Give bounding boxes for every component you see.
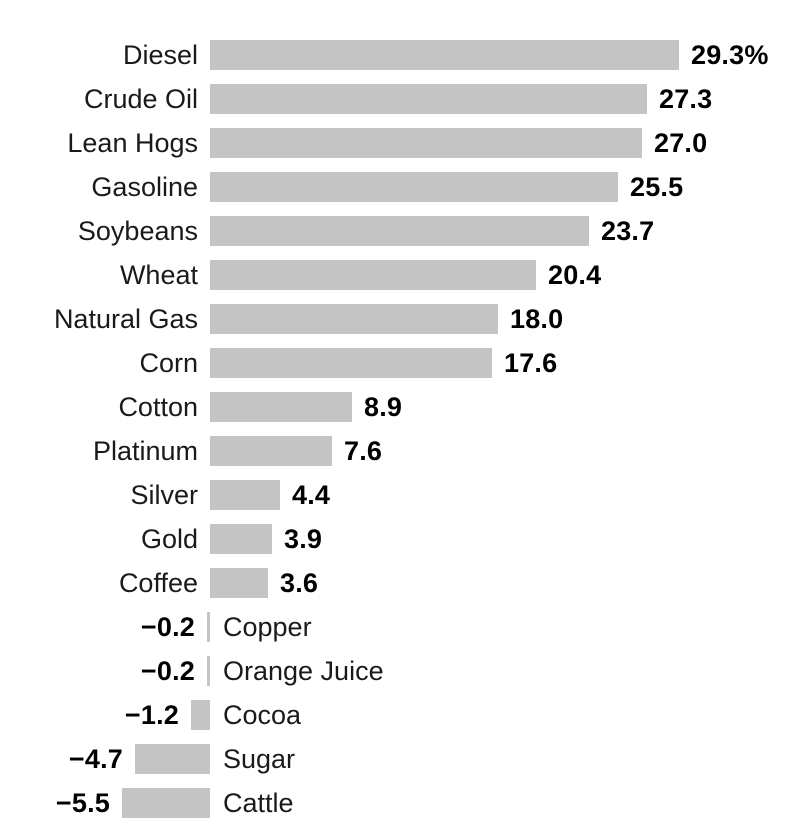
bar-sugar [135,744,210,774]
category-label-coffee: Coffee [118,568,198,598]
value-label-natural-gas: 18.0 [510,304,564,334]
category-label-copper: Copper [223,612,312,642]
bar-natural-gas [210,304,498,334]
category-label-platinum: Platinum [92,436,198,466]
bar-row-wheat: Wheat 20.4 [0,253,794,297]
category-label-corn: Corn [139,348,198,378]
bar-wheat [210,260,536,290]
bar-row-crude-oil: Crude Oil 27.3 [0,77,794,121]
value-label-gold: 3.9 [284,524,323,554]
bar-cotton [210,392,352,422]
bar-row-cocoa: Cocoa −1.2 [0,693,794,737]
bar-row-gasoline: Gasoline 25.5 [0,165,794,209]
value-label-gasoline: 25.5 [630,172,684,202]
value-label-cotton: 8.9 [364,392,403,422]
value-label-diesel: 29.3% [691,40,769,70]
bar-row-orange-juice: Orange Juice −0.2 [0,649,794,693]
bar-gasoline [210,172,618,202]
bar-row-cattle: Cattle −5.5 [0,781,794,825]
bar-diesel [210,40,679,70]
bar-row-corn: Corn 17.6 [0,341,794,385]
category-label-sugar: Sugar [223,744,296,774]
bar-copper [207,612,210,642]
bar-row-copper: Copper −0.2 [0,605,794,649]
category-label-cotton: Cotton [118,392,198,422]
category-label-diesel: Diesel [122,40,198,70]
value-label-corn: 17.6 [504,348,558,378]
value-label-sugar: −4.7 [68,744,123,774]
value-label-wheat: 20.4 [548,260,602,290]
category-label-natural-gas: Natural Gas [53,304,198,334]
bar-row-sugar: Sugar −4.7 [0,737,794,781]
bar-row-silver: Silver 4.4 [0,473,794,517]
bar-cattle [122,788,210,818]
bar-gold [210,524,272,554]
category-label-soybeans: Soybeans [77,216,198,246]
bar-corn [210,348,492,378]
value-label-copper: −0.2 [140,612,195,642]
bar-crude-oil [210,84,647,114]
bar-row-diesel: Diesel 29.3% [0,33,794,77]
bar-soybeans [210,216,589,246]
value-label-coffee: 3.6 [280,568,319,598]
category-label-orange-juice: Orange Juice [223,656,384,686]
category-label-lean-hogs: Lean Hogs [67,128,198,158]
value-label-crude-oil: 27.3 [659,84,713,114]
category-label-gold: Gold [140,524,198,554]
value-label-orange-juice: −0.2 [140,656,195,686]
category-label-wheat: Wheat [119,260,198,290]
bar-row-cotton: Cotton 8.9 [0,385,794,429]
bar-row-soybeans: Soybeans 23.7 [0,209,794,253]
value-label-cocoa: −1.2 [124,700,179,730]
category-label-silver: Silver [130,480,198,510]
bar-coffee [210,568,268,598]
category-label-gasoline: Gasoline [91,172,198,202]
bar-platinum [210,436,332,466]
bar-lean-hogs [210,128,642,158]
value-label-soybeans: 23.7 [601,216,655,246]
value-label-cattle: −5.5 [55,788,110,818]
bar-cocoa [191,700,210,730]
value-label-platinum: 7.6 [344,436,383,466]
value-label-lean-hogs: 27.0 [654,128,708,158]
category-label-cattle: Cattle [223,788,294,818]
bar-row-natural-gas: Natural Gas 18.0 [0,297,794,341]
bar-orange-juice [207,656,210,686]
category-label-cocoa: Cocoa [223,700,302,730]
bar-row-platinum: Platinum 7.6 [0,429,794,473]
bar-row-gold: Gold 3.9 [0,517,794,561]
bar-silver [210,480,280,510]
bar-row-lean-hogs: Lean Hogs 27.0 [0,121,794,165]
value-label-silver: 4.4 [292,480,331,510]
bar-row-coffee: Coffee 3.6 [0,561,794,605]
category-label-crude-oil: Crude Oil [83,84,198,114]
